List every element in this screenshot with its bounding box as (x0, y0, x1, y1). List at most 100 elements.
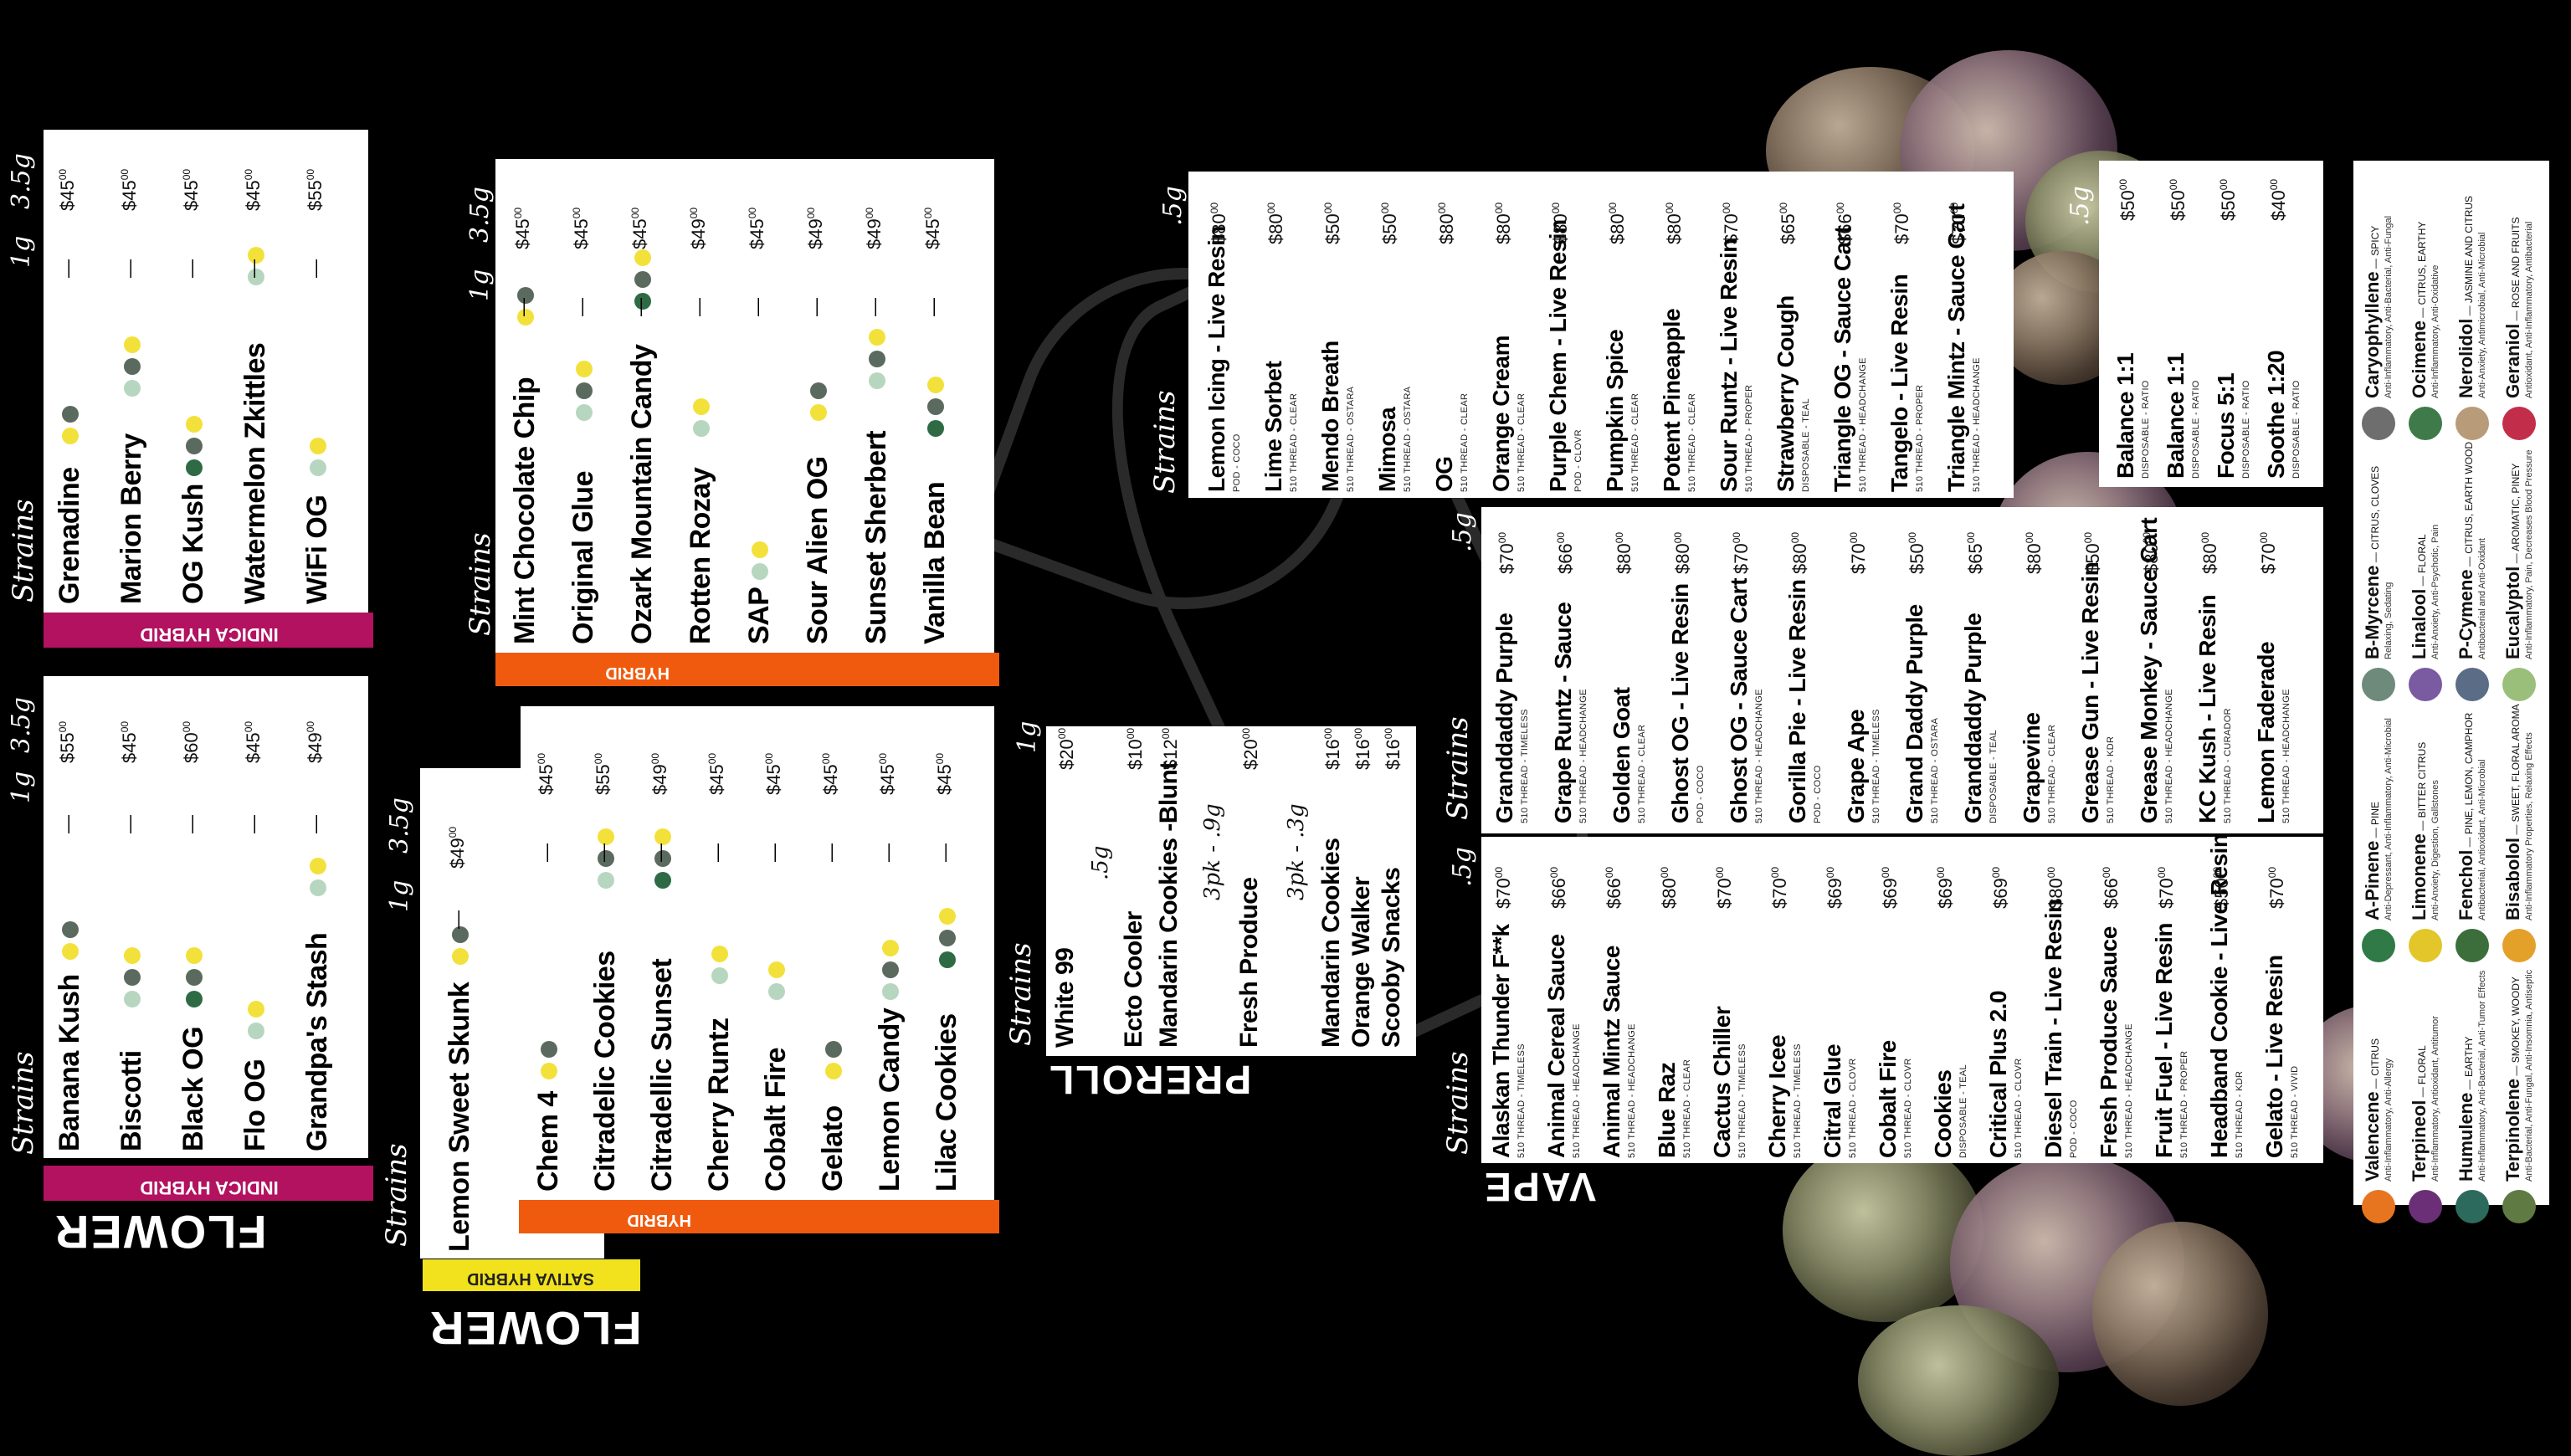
terpene-entry: Fenchol — PINE, LEMON, CAMPHOR Antibacter… (2456, 713, 2487, 920)
vape-price-cents: 00 (2117, 178, 2129, 191)
col-5g-vape-mid: .5g (1448, 512, 1477, 552)
vape-price-cents: 00 (1493, 202, 1505, 214)
vape-item-name: Diesel Train - Live Resin (2040, 899, 2066, 1158)
preroll-price-value: $10 (1125, 739, 1146, 770)
strain-name: SAP (743, 587, 775, 644)
terpene-entry: P-Cymene — CITRUS, EARTH WOOD Antibacteri… (2456, 442, 2487, 659)
vape-price: $8000 (1209, 203, 1230, 244)
vape-price-value: $70 (1496, 543, 1517, 574)
price-35g-value: $49 (805, 218, 826, 249)
strains-header-indica-bottom: Strains (7, 1051, 40, 1155)
effect-icon (810, 382, 827, 399)
price-35g: $4500 (57, 169, 79, 211)
effect-icon (124, 358, 141, 375)
vape-price-cents: 00 (1824, 866, 1836, 879)
vape-price-value: $70 (1714, 878, 1735, 909)
col-35g-sativa: 3.5g (385, 797, 414, 854)
price-35g-cents: 00 (181, 168, 192, 181)
strain-name: Citradelic Cookies (589, 951, 621, 1192)
vape-item-name: KC Kush - Live Resin (2194, 594, 2220, 823)
price-1g: — (706, 843, 727, 862)
vape-price: $5000 (2211, 867, 2233, 909)
effect-icon (124, 991, 141, 1007)
terpene-name: Terpinolene — SMOKEY, WOODY (2502, 970, 2524, 1182)
strain-name: Sunset Sherbert (860, 430, 892, 644)
vape-price: $7000 (1721, 203, 1742, 244)
terpene-entry: Linalool — FLORAL Anti-Anxiety, Anti-Psyc… (2409, 525, 2440, 659)
vape-item-name: Fruit Fuel - Live Resin (2151, 923, 2177, 1158)
terpene-aroma: — PINE (2369, 801, 2381, 841)
effect-icon (186, 438, 203, 454)
price-35g-value: $45 (571, 218, 592, 249)
effect-icon (752, 541, 768, 558)
vape-price-cents: 00 (2168, 178, 2179, 191)
price-35g-value: $45 (243, 732, 264, 763)
price-35g-cents: 00 (243, 168, 254, 181)
effect-icon (693, 398, 710, 415)
vape-price-value: $80 (1436, 213, 1457, 244)
terpene-title: Fenchol (2456, 849, 2476, 920)
effect-icon (654, 872, 671, 889)
terpene-name: P-Cymene — CITRUS, EARTH WOOD (2456, 442, 2477, 659)
vape-price-value: $66 (2101, 878, 2122, 909)
price-35g-cents: 00 (805, 207, 817, 219)
vape-item-name: Cactus Chiller (1709, 1006, 1735, 1158)
preroll-item-name: Mandarin Cookies -Blunt (1155, 761, 1183, 1048)
effect-icon (927, 377, 944, 393)
vape-price-value: $80 (1493, 213, 1514, 244)
preroll-price-cents: 00 (1240, 727, 1252, 740)
strain-name: WiFi OG (301, 495, 333, 604)
preroll-size-header: 3pk - .3g (1284, 803, 1309, 900)
vape-price-value: $70 (2266, 878, 2287, 909)
strain-name: Lemon Sweet Skunk (444, 982, 475, 1252)
vape-price-cents: 00 (1604, 866, 1615, 879)
vape-item-sub: DISPOSABLE - TEAL (1989, 730, 1999, 823)
vape-item-name: Grape Runtz - Sauce (1550, 602, 1576, 823)
chamomile-icon (2502, 929, 2536, 962)
vape-item-name: Balance 1:1 (2112, 352, 2138, 479)
terpene-title: Bisabolol (2502, 837, 2523, 920)
vape-price: $8000 (1436, 203, 1458, 244)
price-35g-value: $49 (305, 732, 326, 763)
vape-item-sub: 510 THREAD - HEADCHANGE (1754, 689, 1764, 823)
effect-icon (768, 961, 785, 978)
price-35g-cents: 00 (305, 168, 316, 181)
terpene-entry: Geraniol — ROSE AND FRUITS Antioxidant, A… (2502, 217, 2534, 398)
vape-price-value: $80 (1664, 213, 1685, 244)
vape-price-cents: 00 (1436, 202, 1448, 214)
effect-icon (124, 336, 141, 353)
basil-icon (2409, 407, 2442, 440)
price-1g: — (593, 843, 613, 862)
vape-price-cents: 00 (1555, 531, 1567, 544)
hybrid-band-label-bottom: HYBRID (627, 1211, 691, 1229)
terpene-aroma: — SPICY (2369, 225, 2381, 272)
preroll-price-value: $16 (1322, 739, 1343, 770)
col-1g-sativa: 1g (385, 879, 414, 912)
vape-item-sub: DISPOSABLE - RATIO (2291, 380, 2302, 479)
preroll-price-cents: 00 (1056, 727, 1068, 740)
terpene-name: Caryophyllene — SPICY (2362, 216, 2384, 398)
terpene-name: Terpineol — FLORAL (2409, 1016, 2430, 1182)
effect-icon (869, 351, 885, 367)
vape-item-name: Mendo Breath (1317, 341, 1343, 492)
strain-name: Chem 4 (532, 1091, 564, 1192)
preroll-price: $1200 (1160, 728, 1182, 770)
vape-item-sub: 510 THREAD - PROPER (2179, 1050, 2189, 1158)
flower-title-mid: FLOWER (428, 1302, 642, 1355)
vape-item-sub: 510 THREAD - HEADCHANGE (2164, 689, 2174, 823)
vape-item-sub: 510 THREAD - KDR (2106, 736, 2116, 823)
effect-icon (576, 361, 593, 377)
preroll-price: $1600 (1383, 728, 1404, 770)
hybrid-band-top (495, 653, 999, 686)
price-1g: — (243, 259, 264, 278)
price-1g: — (181, 815, 202, 833)
terpene-effects: Anti-Depressant, Anti-Inflammatory, Anti… (2384, 718, 2394, 920)
vape-item-name: Lemon Faderade (2253, 641, 2279, 823)
price-35g-value: $49 (447, 838, 468, 869)
vape-price-value: $50 (1379, 213, 1400, 244)
preroll-size-header: .5g (1088, 845, 1113, 880)
vape-price-cents: 00 (1721, 202, 1732, 214)
terpene-title: B-Myrcene (2362, 565, 2383, 659)
vape-item-name: Grapevine (2019, 712, 2045, 823)
vape-price-cents: 00 (1607, 202, 1619, 214)
